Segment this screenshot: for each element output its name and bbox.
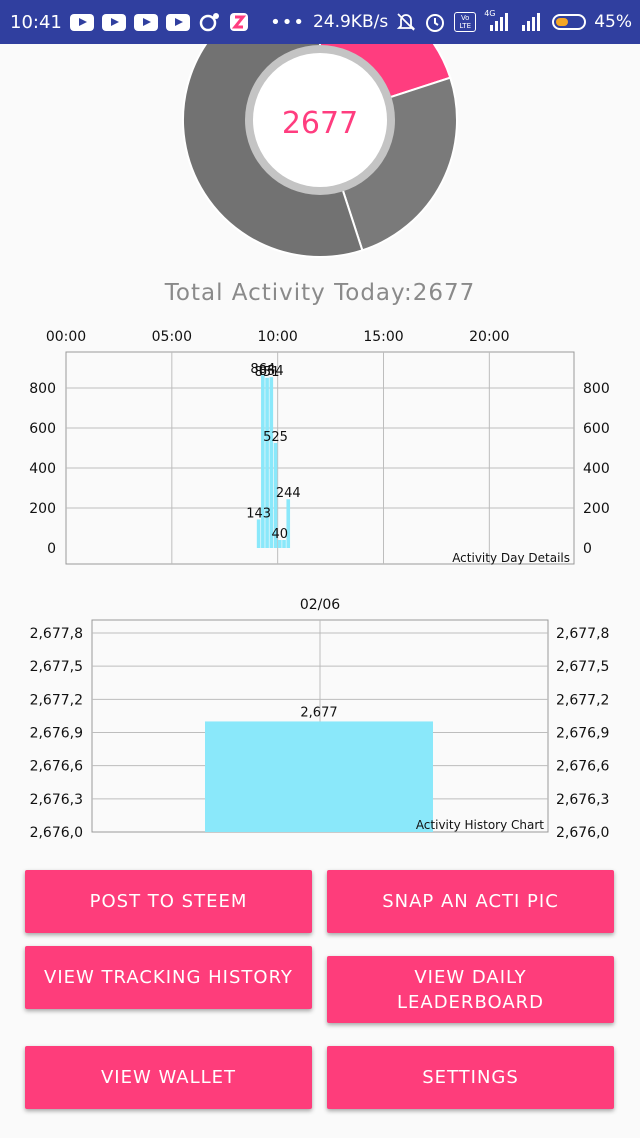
y-tick-label-right: 2,676,3 bbox=[556, 792, 609, 808]
donut-center-value: 2677 bbox=[282, 106, 358, 141]
y-tick-label-right: 800 bbox=[583, 381, 610, 397]
y-tick-label-left: 2,676,9 bbox=[30, 726, 83, 742]
volte-icon: Vo LTE bbox=[454, 12, 477, 32]
status-bar: 10:41 ••• 24.9KB/s Vo LTE 4G 45% bbox=[0, 0, 640, 44]
network-speed: 24.9KB/s bbox=[312, 12, 389, 32]
y-tick-label-left: 2,676,6 bbox=[30, 759, 84, 775]
history-bar bbox=[205, 721, 433, 832]
status-time: 10:41 bbox=[10, 11, 62, 33]
view-wallet-button[interactable]: VIEW WALLET bbox=[25, 1046, 312, 1109]
day-bar bbox=[277, 540, 282, 548]
signal-icon bbox=[520, 13, 544, 31]
x-tick-label: 02/06 bbox=[300, 597, 340, 613]
activity-day-chart: 00:00 05:00 10:00 15:00 20:00 0 0 200 200 400 400 6… bbox=[29, 329, 610, 565]
day-bar bbox=[286, 499, 291, 548]
y-tick-label-right: 2,676,9 bbox=[556, 726, 609, 742]
view-tracking-history-button[interactable]: VIEW TRACKING HISTORY bbox=[25, 946, 312, 1009]
y-tick-label-right: 2,677,2 bbox=[556, 692, 609, 708]
post-to-steem-button[interactable]: POST TO STEEM bbox=[25, 870, 312, 933]
donut-hole bbox=[253, 53, 387, 187]
snap-acti-pic-button[interactable]: SNAP AN ACTI PIC bbox=[327, 870, 614, 933]
y-tick-label-left: 400 bbox=[29, 461, 56, 477]
leaderboard-label-line2: LEADERBOARD bbox=[396, 991, 545, 1013]
bar-value-label: 244 bbox=[276, 486, 301, 501]
youtube-icon bbox=[133, 13, 158, 31]
x-tick-label: 20:00 bbox=[469, 329, 509, 345]
y-tick-label-right: 400 bbox=[583, 461, 610, 477]
y-tick-label-left: 200 bbox=[29, 501, 56, 517]
day-bar bbox=[269, 377, 274, 548]
leaderboard-label-line1: VIEW DAILY bbox=[414, 966, 527, 988]
alarm-icon bbox=[424, 11, 446, 33]
y-tick-label-right: 2,676,0 bbox=[556, 825, 609, 841]
y-tick-label-right: 600 bbox=[583, 421, 610, 437]
y-tick-label-right: 2,677,5 bbox=[556, 659, 609, 675]
x-tick-label: 10:00 bbox=[257, 329, 297, 345]
signal-icon: 4G bbox=[484, 9, 512, 31]
x-tick-label: 15:00 bbox=[363, 329, 403, 345]
y-tick-label-right: 0 bbox=[583, 541, 592, 557]
y-tick-label-right: 2,677,8 bbox=[556, 626, 609, 642]
bar-value-label: 851 bbox=[255, 365, 280, 380]
settings-button[interactable]: SETTINGS bbox=[327, 1046, 614, 1109]
more-dots-icon: ••• bbox=[270, 11, 305, 33]
y-tick-label-left: 2,677,2 bbox=[30, 692, 83, 708]
chart-description: Activity Day Details bbox=[452, 551, 570, 565]
y-tick-label-left: 2,677,5 bbox=[30, 659, 83, 675]
battery-icon bbox=[552, 14, 587, 30]
y-tick-label-left: 0 bbox=[47, 541, 56, 557]
chart-description: Activity History Chart bbox=[416, 818, 544, 832]
day-bar bbox=[265, 377, 269, 548]
youtube-icon bbox=[165, 13, 190, 31]
view-daily-leaderboard-button[interactable]: VIEW DAILY LEADERBOARD bbox=[327, 956, 614, 1023]
battery-percent: 45% bbox=[594, 12, 632, 32]
bar-value-label: 2,677 bbox=[300, 705, 337, 720]
x-tick-label: 05:00 bbox=[152, 329, 192, 345]
mute-icon bbox=[396, 12, 416, 32]
y-tick-label-right: 2,676,6 bbox=[556, 759, 610, 775]
bar-value-label: 864 bbox=[250, 362, 275, 377]
y-tick-label-left: 2,677,8 bbox=[30, 626, 83, 642]
bar-value-label: 40 bbox=[272, 527, 289, 542]
bar-value-label: 143 bbox=[246, 506, 271, 521]
activity-history-chart: 02/06 2,676,0 2,676,0 2,676,3 2,676,3 2,676,6… bbox=[30, 597, 610, 841]
day-bar bbox=[256, 519, 261, 548]
y-tick-label-left: 800 bbox=[29, 381, 56, 397]
day-bar bbox=[282, 540, 286, 548]
app-icon bbox=[228, 11, 250, 33]
youtube-icon bbox=[69, 13, 94, 31]
chart-frame bbox=[65, 351, 575, 565]
x-tick-label: 00:00 bbox=[46, 329, 86, 345]
youtube-icon bbox=[101, 13, 126, 31]
notification-icon bbox=[198, 12, 220, 32]
activity-donut-chart: 2677 bbox=[0, 44, 640, 264]
bar-value-label: 525 bbox=[263, 430, 288, 445]
y-tick-label-left: 600 bbox=[29, 421, 56, 437]
y-tick-label-left: 2,676,0 bbox=[30, 825, 83, 841]
y-tick-label-right: 200 bbox=[583, 501, 610, 517]
day-bar bbox=[261, 375, 265, 548]
bar-value-label: 854 bbox=[259, 364, 284, 379]
day-bar bbox=[273, 443, 278, 548]
total-activity-label: Total Activity Today:2677 bbox=[164, 280, 476, 306]
y-tick-label-left: 2,676,3 bbox=[30, 792, 83, 808]
